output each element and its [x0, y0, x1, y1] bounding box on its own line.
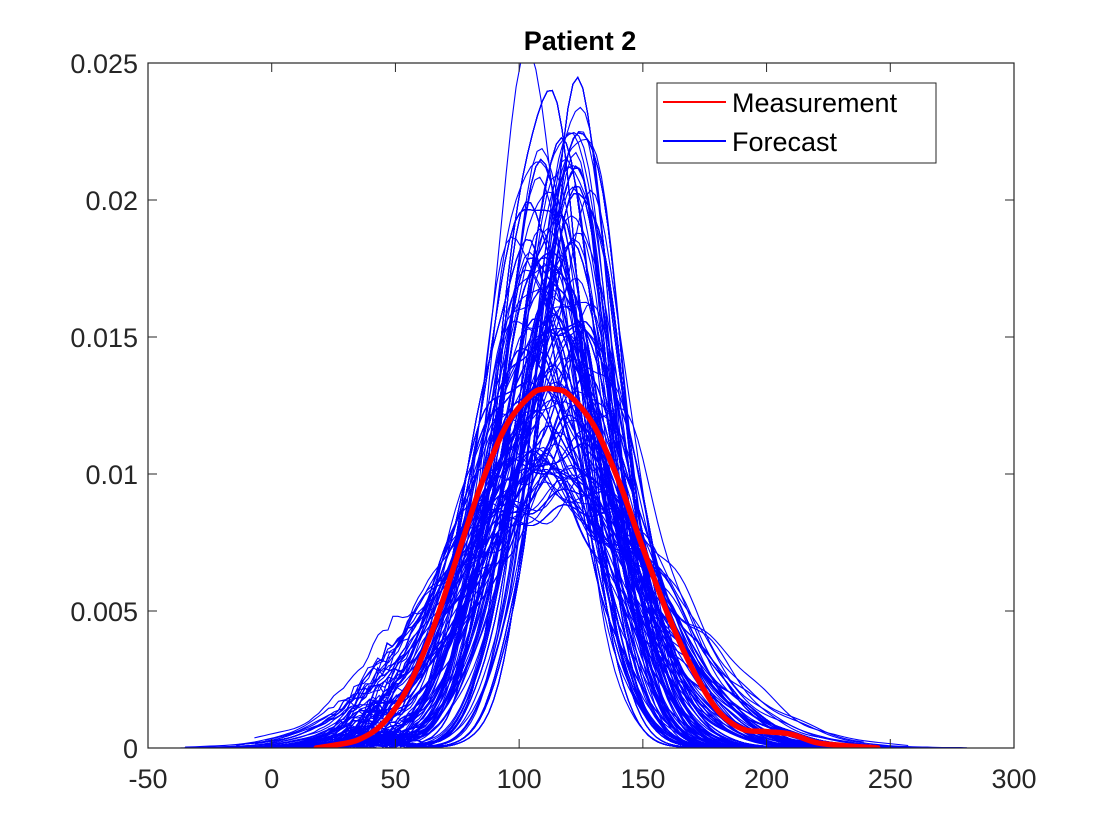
y-tick-label: 0 [123, 734, 138, 764]
forecast-line [195, 312, 869, 748]
forecast-line [222, 451, 891, 748]
forecast-line [265, 89, 879, 748]
forecast-line [182, 488, 969, 748]
forecast-line [281, 446, 861, 748]
forecast-line [182, 488, 969, 748]
forecast-line [234, 347, 869, 748]
forecast-line [265, 89, 879, 748]
legend-forecast-label: Forecast [732, 127, 838, 157]
forecast-line [195, 265, 898, 748]
forecast-line [265, 89, 879, 748]
forecast-line [195, 312, 869, 748]
y-tick-label: 0.015 [70, 323, 138, 353]
x-axis: -50 0 50 100 150 200 250 300 [128, 63, 1037, 794]
forecast-line [286, 241, 935, 748]
x-tick-label: 250 [868, 764, 913, 794]
forecast-line [195, 312, 869, 748]
forecast-line [197, 381, 896, 748]
legend-measurement-label: Measurement [732, 88, 898, 118]
forecast-line [201, 479, 929, 748]
forecast-line [265, 89, 879, 748]
y-tick-label: 0.02 [85, 186, 138, 216]
forecast-line [265, 89, 879, 748]
forecast-line [255, 227, 895, 748]
forecast-line [234, 347, 869, 748]
forecast-line [210, 390, 938, 748]
forecast-line [182, 488, 969, 748]
forecast-line [195, 318, 963, 748]
forecast-line [195, 312, 869, 748]
forecast-line [182, 488, 969, 748]
y-tick-label: 0.025 [70, 49, 138, 79]
forecast-line [265, 89, 879, 748]
x-tick-label: 50 [380, 764, 410, 794]
forecast-line [197, 381, 896, 748]
y-axis: 0 0.005 0.01 0.015 0.02 0.025 [70, 49, 1014, 764]
forecast-line [195, 318, 963, 748]
forecast-line [197, 381, 896, 748]
x-tick-label: 300 [991, 764, 1036, 794]
forecast-line [182, 488, 969, 748]
forecast-line [209, 467, 903, 748]
chart-title: Patient 2 [524, 26, 637, 56]
forecast-line [195, 318, 963, 748]
forecast-line [215, 414, 914, 748]
forecast-line [257, 167, 950, 748]
forecast-line [195, 318, 963, 748]
measurement-line [313, 385, 881, 748]
forecast-line [234, 347, 869, 748]
forecast-line [234, 347, 869, 748]
x-tick-label: 100 [497, 764, 542, 794]
x-tick-label: 200 [744, 764, 789, 794]
forecast-line [265, 89, 879, 748]
forecast-line [235, 462, 864, 748]
y-tick-label: 0.01 [85, 460, 138, 490]
forecast-line [195, 312, 869, 748]
forecast-line [234, 347, 869, 748]
forecast-line [197, 381, 896, 748]
forecast-line [246, 290, 866, 748]
forecast-line [221, 389, 865, 748]
forecast-line [195, 312, 869, 748]
forecast-line [231, 165, 925, 748]
forecast-line [234, 347, 869, 748]
forecast-line [232, 131, 916, 748]
forecast-line [207, 132, 925, 748]
measurement-series [313, 385, 881, 748]
forecast-line [195, 318, 963, 748]
axes-box [147, 62, 1015, 749]
plot-area [180, 63, 969, 748]
y-tick-label: 0.005 [70, 597, 138, 627]
x-tick-label: 150 [620, 764, 665, 794]
forecast-line [195, 318, 963, 748]
legend-box [656, 82, 937, 164]
forecast-line [182, 488, 969, 748]
x-tick-label: -50 [128, 764, 167, 794]
forecast-line [218, 431, 887, 748]
forecast-line [200, 467, 909, 748]
legend: Measurement Forecast [656, 82, 937, 164]
forecast-line [195, 312, 869, 748]
x-tick-label: 0 [264, 764, 279, 794]
forecast-line [197, 381, 896, 748]
forecast-line [197, 381, 896, 748]
forecast-line [283, 151, 873, 748]
